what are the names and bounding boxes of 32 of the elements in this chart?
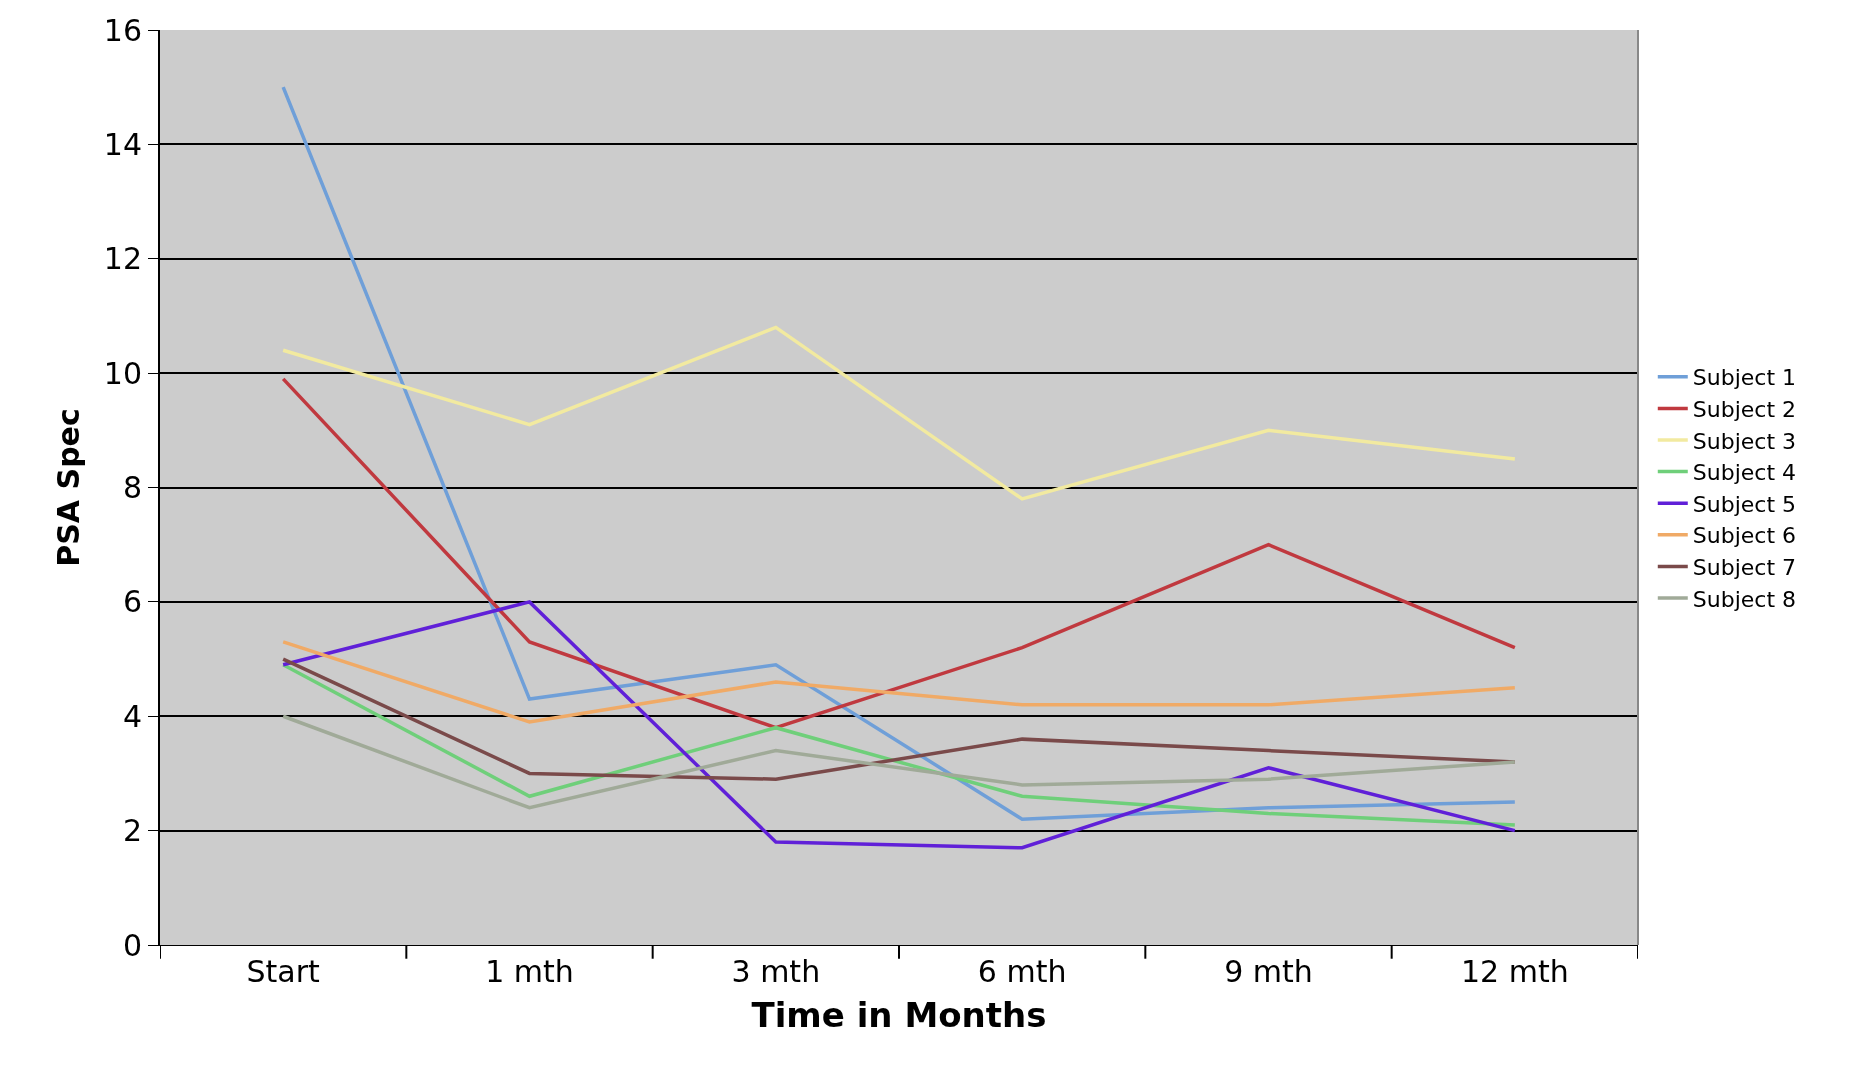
y-tick-label: 16 [103, 12, 142, 48]
x-tick-label: 3 mth [731, 954, 821, 989]
legend-label: Subject 3 [1692, 428, 1797, 454]
line-series [281, 714, 1517, 810]
y-tick-label: 8 [122, 470, 142, 505]
y-tick-label: 4 [122, 698, 142, 734]
legend-label: Subject 7 [1692, 554, 1797, 580]
legend-label: Subject 6 [1692, 523, 1797, 549]
x-tick-label: Start [246, 954, 321, 989]
legend-label: Subject 8 [1692, 586, 1797, 612]
x-tick-label: 6 mth [977, 954, 1067, 989]
line-series [281, 600, 1517, 850]
y-tick-label: 2 [122, 813, 142, 849]
x-tick-label: 1 mth [485, 954, 574, 989]
y-axis-title: PSA Spec [51, 408, 87, 567]
legend-label: Subject 2 [1692, 396, 1797, 422]
line-series [281, 640, 1517, 724]
y-tick-label: 0 [122, 927, 142, 963]
line-series [281, 325, 1517, 501]
x-axis-title: Time in Months [751, 995, 1047, 1036]
line-series [281, 377, 1517, 730]
y-tick-label: 14 [103, 126, 142, 162]
x-tick-label: 12 mth [1460, 954, 1569, 989]
legend-label: Subject 5 [1692, 491, 1797, 517]
line-series [281, 85, 1517, 821]
legend-label: Subject 4 [1692, 460, 1797, 486]
legend-label: Subject 1 [1692, 365, 1797, 391]
y-tick-label: 10 [103, 355, 142, 391]
x-tick-label: 9 mth [1224, 954, 1313, 989]
y-tick-label: 6 [122, 584, 142, 620]
line-series [281, 663, 1517, 827]
y-tick-label: 12 [103, 241, 142, 277]
